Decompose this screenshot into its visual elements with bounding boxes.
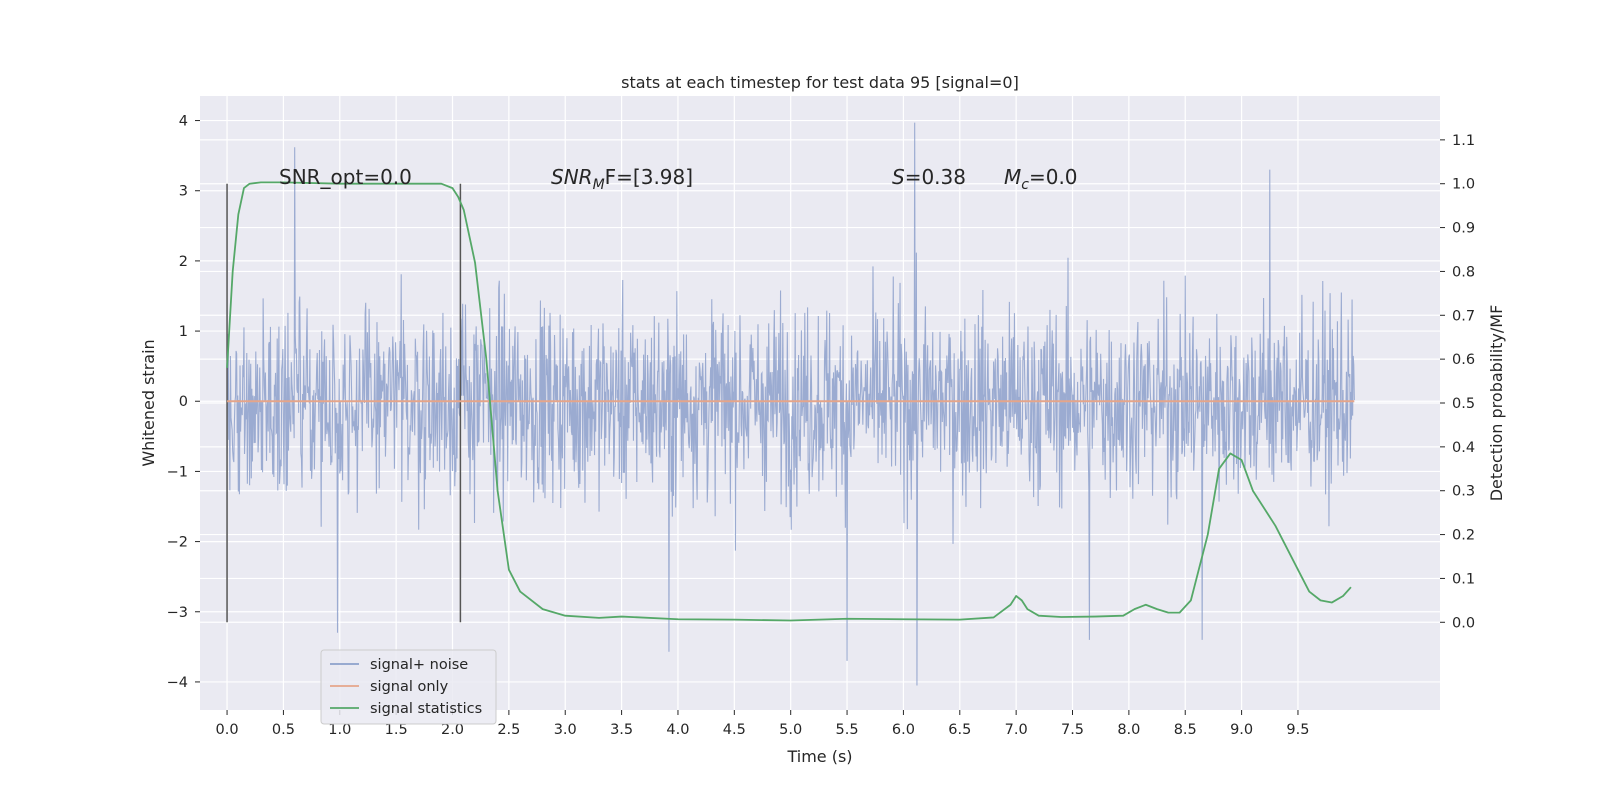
x-tick-label: 8.0 bbox=[1117, 722, 1140, 738]
x-tick-label: 6.0 bbox=[892, 722, 915, 738]
x-tick-label: 5.5 bbox=[836, 722, 859, 738]
x-tick-label: 0.0 bbox=[216, 722, 239, 738]
y-left-tick-label: −3 bbox=[167, 605, 188, 621]
annotation-snr-mf-main: SNR bbox=[551, 165, 593, 189]
y-axis-left-label: Whitened strain bbox=[139, 339, 158, 466]
window-markers bbox=[226, 183, 462, 623]
legend-box bbox=[320, 649, 497, 725]
y-right-tick-label: 0.5 bbox=[1452, 396, 1475, 412]
chart-title: stats at each timestep for test data 95 … bbox=[621, 73, 1019, 92]
x-tick-label: 7.5 bbox=[1061, 722, 1084, 738]
x-tick-label: 9.0 bbox=[1230, 722, 1253, 738]
annotation-snr-opt: SNR_opt=0.0 bbox=[279, 165, 412, 189]
signal-statistics-series bbox=[226, 181, 1352, 622]
annotation-s-value: =0.38 bbox=[905, 165, 966, 189]
x-tick-label: 3.0 bbox=[554, 722, 577, 738]
annotation-snr-mf: SNRMF=[3.98] bbox=[551, 165, 693, 193]
legend-label-signal-noise: signal+ noise bbox=[370, 657, 468, 673]
annotation-mc-sub: c bbox=[1021, 177, 1029, 193]
y-left-tick-label: 4 bbox=[179, 114, 188, 130]
annotation-mc: Mc=0.0 bbox=[1004, 165, 1078, 193]
x-tick-label: 1.5 bbox=[385, 722, 408, 738]
y-axis-right-label: Detection probability/MF bbox=[1487, 305, 1506, 502]
legend-label-signal-statistics: signal statistics bbox=[370, 701, 482, 717]
annotations: SNR_opt=0.0 SNRMF=[3.98] S=0.38 Mc=0.0 bbox=[279, 165, 1078, 193]
y-right-tick-label: 0.6 bbox=[1452, 352, 1475, 368]
signal-statistics-line bbox=[226, 181, 1352, 622]
y-right-tick-label: 0.3 bbox=[1452, 484, 1475, 500]
y-left-tick-label: 3 bbox=[179, 184, 188, 200]
y-left-tick-label: −1 bbox=[167, 464, 188, 480]
x-tick-label: 5.0 bbox=[779, 722, 802, 738]
x-tick-label: 4.5 bbox=[723, 722, 746, 738]
x-tick-label: 6.5 bbox=[948, 722, 971, 738]
y-left-tick-label: −4 bbox=[167, 675, 188, 691]
signal-noise-series bbox=[226, 122, 1355, 686]
annotation-mc-label: M bbox=[1004, 165, 1021, 189]
y-left-tick-label: 2 bbox=[179, 254, 188, 270]
x-tick-label: 2.5 bbox=[497, 722, 520, 738]
x-tick-label: 1.0 bbox=[328, 722, 351, 738]
y-right-tick-label: 0.1 bbox=[1452, 571, 1475, 587]
y-left-tick-label: 0 bbox=[179, 394, 188, 410]
x-tick-label: 3.5 bbox=[610, 722, 633, 738]
y-left-tick-label: 1 bbox=[179, 324, 188, 340]
y-right-tick-label: 0.8 bbox=[1452, 264, 1475, 280]
annotation-snr-mf-sub: M bbox=[593, 177, 605, 193]
x-tick-label: 2.0 bbox=[441, 722, 464, 738]
y-right-tick-label: 0.7 bbox=[1452, 308, 1475, 324]
annotation-s-label: S bbox=[892, 165, 905, 189]
y-right-tick-label: 1.1 bbox=[1452, 133, 1475, 149]
legend: signal+ noise signal only signal statist… bbox=[320, 649, 497, 725]
axis-ticks: 0.0 0.5 1.0 1.5 2.0 2.5 3.0 3.5 4.0 4.5 5.0 5.5 6.0 6… bbox=[167, 114, 1475, 738]
annotation-snr-mf-rest: F=[3.98] bbox=[605, 165, 693, 189]
x-tick-label: 4.0 bbox=[666, 722, 689, 738]
y-left-tick-label: −2 bbox=[167, 535, 188, 551]
legend-label-signal-only: signal only bbox=[370, 679, 449, 695]
signal-noise-line bbox=[226, 122, 1355, 686]
x-tick-label: 8.5 bbox=[1174, 722, 1197, 738]
y-right-tick-label: 1.0 bbox=[1452, 177, 1475, 193]
y-right-tick-label: 0.9 bbox=[1452, 221, 1475, 237]
x-axis-label: Time (s) bbox=[786, 747, 852, 766]
x-tick-label: 0.5 bbox=[272, 722, 295, 738]
annotation-s: S=0.38 bbox=[892, 165, 966, 189]
y-right-tick-label: 0.4 bbox=[1452, 440, 1475, 456]
annotation-mc-value: =0.0 bbox=[1029, 165, 1078, 189]
y-right-tick-label: 0.2 bbox=[1452, 528, 1475, 544]
y-right-tick-label: 0.0 bbox=[1452, 615, 1475, 631]
x-tick-label: 9.5 bbox=[1286, 722, 1309, 738]
x-tick-label: 7.0 bbox=[1005, 722, 1028, 738]
